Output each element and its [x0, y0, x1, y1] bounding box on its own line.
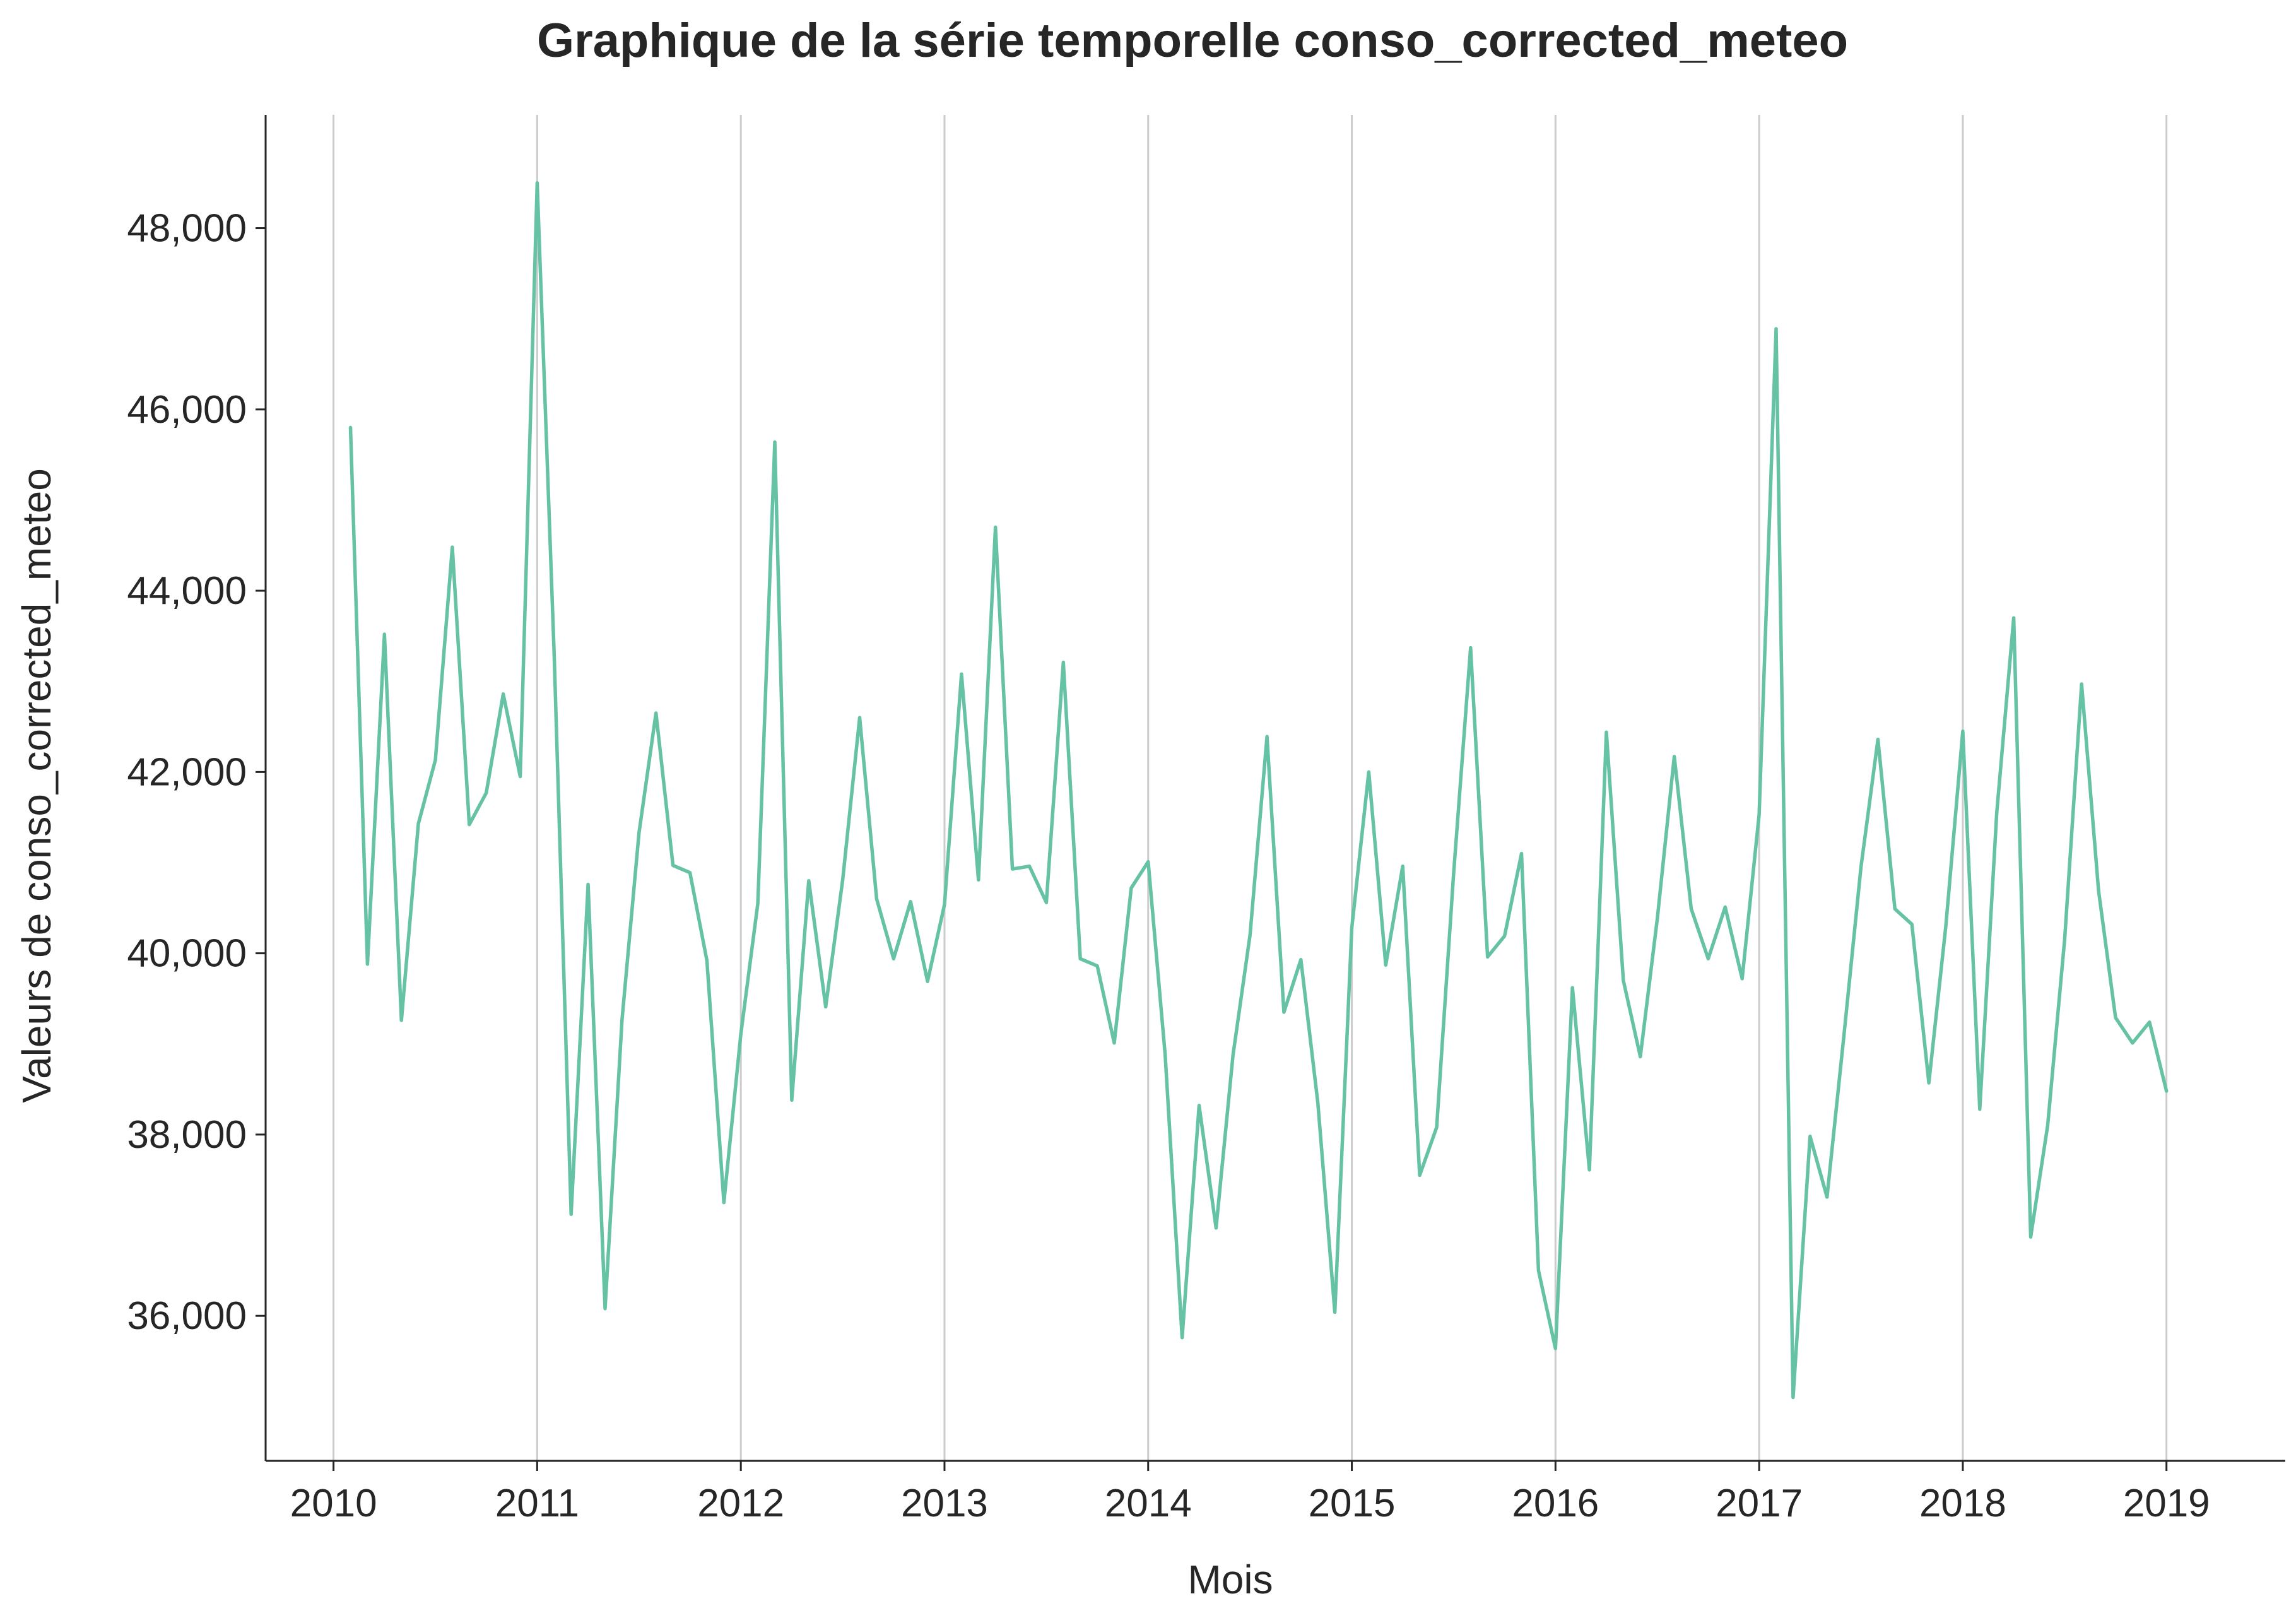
x-tick-label: 2014	[1105, 1482, 1192, 1525]
series-line-0	[348, 180, 2169, 1400]
x-tick-label: 2015	[1309, 1482, 1396, 1525]
x-tick-label: 2016	[1512, 1482, 1599, 1525]
y-tick-label: 38,000	[127, 1113, 247, 1157]
y-tick-label: 44,000	[127, 569, 247, 613]
x-tick-label: 2011	[495, 1482, 579, 1525]
x-axis-ticks: 2010 2011 2012 2013 2014 2015 2016 2017 2018 2019	[290, 1461, 2210, 1525]
x-tick-label: 2019	[2123, 1482, 2210, 1525]
x-axis-label: Mois	[1187, 1557, 1273, 1602]
y-tick-label: 42,000	[127, 750, 247, 794]
x-tick-label: 2017	[1716, 1482, 1803, 1525]
x-tick-label: 2018	[1919, 1482, 2006, 1525]
x-tick-label: 2010	[290, 1482, 377, 1525]
x-tick-label: 2013	[901, 1482, 988, 1525]
y-tick-label: 46,000	[127, 388, 247, 432]
vertical-gridlines	[333, 115, 2168, 1461]
x-tick-label: 2012	[697, 1482, 784, 1525]
y-tick-label: 36,000	[127, 1294, 247, 1338]
y-axis-ticks: 36,000 38,000 40,000 42,000 44,000 46,000 48,0…	[127, 207, 266, 1338]
series-layer	[348, 180, 2169, 1400]
y-axis-label: Valeurs de conso_corrected_meteo	[14, 468, 59, 1103]
y-tick-label: 48,000	[127, 207, 247, 251]
chart-title: Graphique de la série temporelle conso_c…	[537, 14, 1848, 68]
y-tick-label: 40,000	[127, 932, 247, 976]
